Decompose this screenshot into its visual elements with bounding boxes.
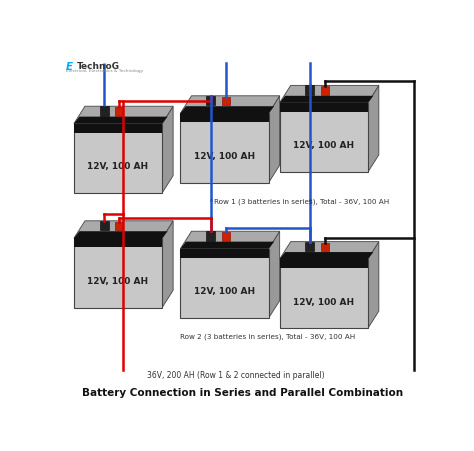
Bar — [321, 86, 329, 95]
Text: 12V, 100 AH: 12V, 100 AH — [293, 141, 354, 150]
Text: 12V, 100 AH: 12V, 100 AH — [88, 162, 148, 171]
Bar — [115, 107, 123, 116]
Bar — [280, 103, 368, 172]
Text: Battery Connection in Series and Parallel Combination: Battery Connection in Series and Paralle… — [82, 388, 403, 398]
Bar — [280, 259, 368, 268]
Bar — [206, 96, 215, 106]
Polygon shape — [181, 231, 280, 249]
Polygon shape — [280, 252, 374, 259]
Bar — [100, 106, 109, 116]
Polygon shape — [280, 85, 379, 103]
Bar — [280, 103, 368, 112]
Bar — [321, 243, 329, 251]
Bar — [181, 249, 269, 318]
Bar — [74, 124, 162, 133]
Bar — [181, 113, 269, 183]
Bar — [222, 97, 229, 106]
Polygon shape — [74, 106, 173, 124]
Bar — [206, 231, 215, 241]
Polygon shape — [269, 96, 280, 183]
Polygon shape — [181, 242, 274, 249]
Polygon shape — [368, 242, 379, 328]
Text: 36V, 200 AH (Row 1 & 2 connected in parallel): 36V, 200 AH (Row 1 & 2 connected in para… — [147, 371, 325, 380]
Polygon shape — [368, 85, 379, 172]
Text: Electrical, Electronics & Technology: Electrical, Electronics & Technology — [66, 69, 143, 73]
Text: 12V, 100 AH: 12V, 100 AH — [293, 298, 354, 307]
Bar — [181, 249, 269, 258]
Text: Row 2 (3 batteries in series), Total - 36V, 100 AH: Row 2 (3 batteries in series), Total - 3… — [181, 334, 356, 341]
Text: 12V, 100 AH: 12V, 100 AH — [194, 287, 255, 296]
Text: 12V, 100 AH: 12V, 100 AH — [88, 277, 148, 286]
Polygon shape — [74, 221, 173, 238]
Bar — [181, 113, 269, 122]
Polygon shape — [181, 106, 274, 113]
Polygon shape — [74, 117, 168, 124]
Polygon shape — [269, 231, 280, 318]
Polygon shape — [162, 221, 173, 308]
Polygon shape — [74, 231, 168, 238]
Polygon shape — [280, 242, 379, 259]
Polygon shape — [162, 106, 173, 193]
Text: TechnoG: TechnoG — [77, 62, 120, 71]
Bar — [74, 238, 162, 247]
Bar — [305, 85, 314, 95]
Bar — [222, 232, 229, 241]
Polygon shape — [181, 96, 280, 113]
Text: E: E — [66, 62, 73, 72]
Text: Row 1 (3 batteries in series), Total - 36V, 100 AH: Row 1 (3 batteries in series), Total - 3… — [213, 198, 389, 205]
Bar — [280, 259, 368, 328]
Bar — [100, 221, 109, 230]
Bar — [115, 222, 123, 230]
Bar — [305, 242, 314, 251]
Bar — [74, 124, 162, 193]
Text: 12V, 100 AH: 12V, 100 AH — [194, 152, 255, 161]
Polygon shape — [280, 96, 374, 103]
Bar — [74, 238, 162, 308]
